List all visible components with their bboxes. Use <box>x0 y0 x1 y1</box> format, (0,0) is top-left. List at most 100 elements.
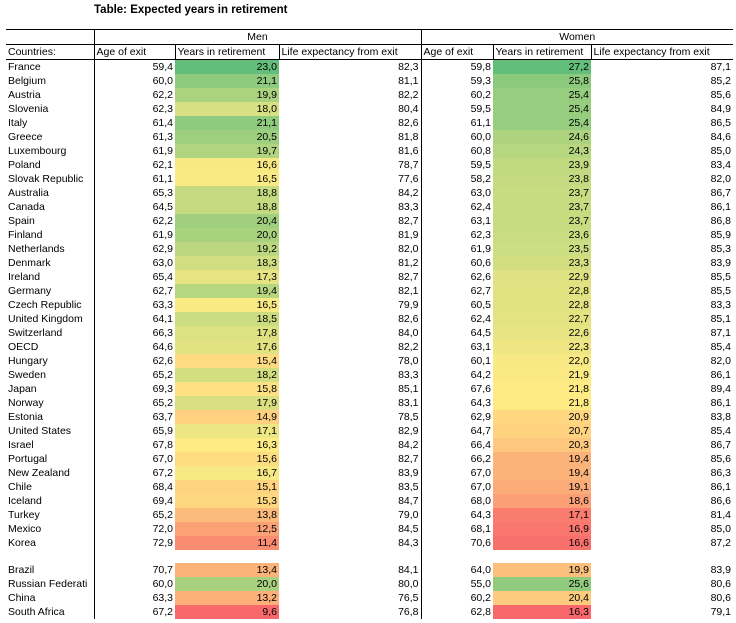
cell-men-years-in-retirement: 16,5 <box>175 298 279 312</box>
table-row: Italy 61,4 21,1 82,6 61,1 25,4 86,5 <box>6 116 733 130</box>
spacer-cell <box>420 550 493 563</box>
cell-women-age-of-exit: 61,1 <box>420 116 493 130</box>
cell-men-life-expectancy: 78,5 <box>398 410 419 423</box>
cell-country: Israel <box>8 438 34 451</box>
cell-men-years-in-retirement: 18,8 <box>175 186 279 200</box>
cell-men-years-in-retirement: 16,6 <box>175 158 279 172</box>
table-row: Brazil 70,7 13,4 84,1 64,0 19,9 83,9 <box>6 563 733 577</box>
cell-country: Brazil <box>8 563 35 576</box>
cell-women-years-in-retirement: 20,4 <box>493 591 591 605</box>
cell-men-age-of-exit: 70,7 <box>93 563 175 577</box>
cell-men-years-in-retirement: 18,8 <box>175 200 279 214</box>
cell-men-years-in-retirement: 21,1 <box>175 116 279 130</box>
cell-women-life-expectancy: 86,8 <box>710 214 731 227</box>
cell-women-years-in-retirement: 19,4 <box>493 452 591 466</box>
cell-country: Germany <box>8 284 52 297</box>
group-header-blank <box>6 29 94 45</box>
cell-men-age-of-exit: 69,3 <box>93 382 175 396</box>
cell-men-years-in-retirement: 20,0 <box>175 228 279 242</box>
cell-women-age-of-exit: 59,5 <box>420 158 493 172</box>
cell-women-years-in-retirement: 24,6 <box>493 130 591 144</box>
cell-women-years-in-retirement: 22,3 <box>493 340 591 354</box>
cell-men-years-in-retirement: 20,5 <box>175 130 279 144</box>
cell-men-life-expectancy: 78,7 <box>398 158 419 171</box>
table-row: Austria 62,2 19,9 82,2 60,2 25,4 85,6 <box>6 88 733 102</box>
cell-men-years-in-retirement: 19,9 <box>175 88 279 102</box>
cell-women-age-of-exit: 59,5 <box>420 102 493 116</box>
cell-women-age-of-exit: 60,1 <box>420 354 493 368</box>
cell-women-life-expectancy: 85,1 <box>710 312 731 325</box>
cell-women-years-in-retirement: 22,9 <box>493 270 591 284</box>
cell-country: Hungary <box>8 354 48 367</box>
cell-men-life-expectancy: 84,2 <box>398 438 419 451</box>
cell-women-years-in-retirement: 18,6 <box>493 494 591 508</box>
cell-country: Denmark <box>8 256 51 269</box>
cell-men-years-in-retirement: 17,9 <box>175 396 279 410</box>
table-row: Canada 64,5 18,8 83,3 62,4 23,7 86,1 <box>6 200 733 214</box>
column-header-countries: Countries: <box>6 44 94 60</box>
cell-men-life-expectancy: 81,8 <box>398 130 419 143</box>
cell-men-life-expectancy: 82,3 <box>398 60 419 73</box>
table-row: Japan 69,3 15,8 85,1 67,6 21,8 89,4 <box>6 382 733 396</box>
cell-men-life-expectancy: 83,5 <box>398 480 419 493</box>
cell-men-life-expectancy: 79,0 <box>398 508 419 521</box>
cell-men-life-expectancy: 84,3 <box>398 536 419 549</box>
cell-women-age-of-exit: 62,4 <box>420 312 493 326</box>
cell-women-life-expectancy: 85,6 <box>710 452 731 465</box>
cell-men-age-of-exit: 61,9 <box>93 144 175 158</box>
cell-women-life-expectancy: 83,9 <box>710 563 731 576</box>
column-header-women-years-in-retirement: Years in retirement <box>492 44 591 60</box>
cell-country: Finland <box>8 228 43 241</box>
cell-women-age-of-exit: 60,8 <box>420 144 493 158</box>
table-row: Germany 62,7 19,4 82,1 62,7 22,8 85,5 <box>6 284 733 298</box>
cell-women-years-in-retirement: 16,6 <box>493 536 591 550</box>
cell-women-years-in-retirement: 20,3 <box>493 438 591 452</box>
cell-country: South Africa <box>8 605 65 618</box>
cell-women-life-expectancy: 82,0 <box>710 172 731 185</box>
table-row: Hungary 62,6 15,4 78,0 60,1 22,0 82,0 <box>6 354 733 368</box>
cell-country: Luxembourg <box>8 144 67 157</box>
cell-men-years-in-retirement: 15,1 <box>175 480 279 494</box>
cell-men-years-in-retirement: 14,9 <box>175 410 279 424</box>
cell-women-life-expectancy: 87,1 <box>710 326 731 339</box>
cell-women-age-of-exit: 64,7 <box>420 424 493 438</box>
cell-men-years-in-retirement: 11,4 <box>175 536 279 550</box>
group-header-row: Men Women <box>6 29 733 45</box>
cell-men-life-expectancy: 82,7 <box>398 270 419 283</box>
cell-men-age-of-exit: 67,2 <box>93 605 175 619</box>
cell-women-years-in-retirement: 23,3 <box>493 256 591 270</box>
cell-men-age-of-exit: 67,0 <box>93 452 175 466</box>
cell-men-life-expectancy: 81,6 <box>398 144 419 157</box>
cell-men-age-of-exit: 60,0 <box>93 74 175 88</box>
table-row: Netherlands 62,9 19,2 82,0 61,9 23,5 85,3 <box>6 242 733 256</box>
cell-men-life-expectancy: 82,0 <box>398 242 419 255</box>
cell-men-age-of-exit: 68,4 <box>93 480 175 494</box>
cell-women-life-expectancy: 84,9 <box>710 102 731 115</box>
spacer-cell <box>591 550 733 563</box>
cell-women-life-expectancy: 87,2 <box>710 536 731 549</box>
cell-women-life-expectancy: 86,5 <box>710 116 731 129</box>
column-header-row: Countries: Age of exit Years in retireme… <box>6 44 733 60</box>
cell-men-age-of-exit: 72,9 <box>93 536 175 550</box>
cell-men-years-in-retirement: 15,6 <box>175 452 279 466</box>
cell-men-age-of-exit: 61,4 <box>93 116 175 130</box>
cell-women-years-in-retirement: 23,6 <box>493 228 591 242</box>
cell-men-age-of-exit: 64,1 <box>93 312 175 326</box>
table-row: Greece 61,3 20,5 81,8 60,0 24,6 84,6 <box>6 130 733 144</box>
cell-country: New Zealand <box>8 466 70 479</box>
cell-women-life-expectancy: 80,6 <box>710 577 731 590</box>
cell-men-life-expectancy: 82,2 <box>398 88 419 101</box>
cell-women-life-expectancy: 86,7 <box>710 186 731 199</box>
cell-women-years-in-retirement: 23,7 <box>493 200 591 214</box>
cell-men-years-in-retirement: 13,2 <box>175 591 279 605</box>
table-row: Spain 62,2 20,4 82,7 63,1 23,7 86,8 <box>6 214 733 228</box>
cell-men-age-of-exit: 67,8 <box>93 438 175 452</box>
cell-women-age-of-exit: 68,0 <box>420 494 493 508</box>
table-row: Australia 65,3 18,8 84,2 63,0 23,7 86,7 <box>6 186 733 200</box>
cell-country: Slovak Republic <box>8 172 84 185</box>
cell-women-age-of-exit: 66,2 <box>420 452 493 466</box>
cell-country: Norway <box>8 396 44 409</box>
cell-women-age-of-exit: 67,0 <box>420 466 493 480</box>
cell-country: Greece <box>8 130 43 143</box>
cell-men-life-expectancy: 82,7 <box>398 452 419 465</box>
